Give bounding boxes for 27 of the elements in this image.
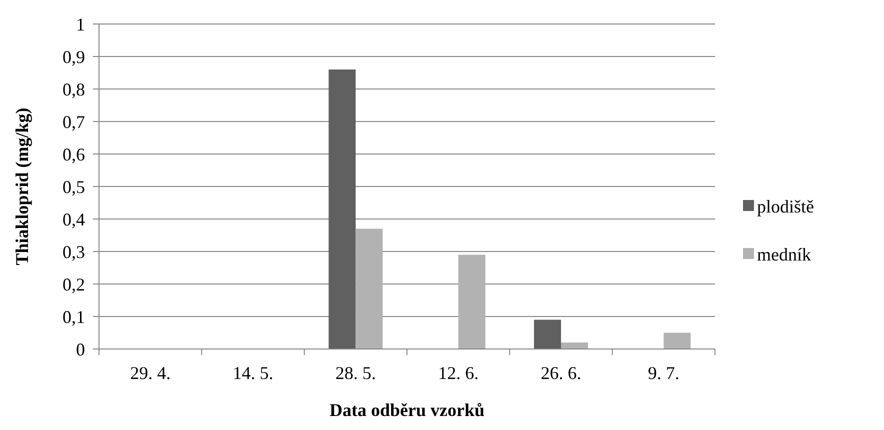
y-tick-label: 0,7 — [62, 112, 85, 132]
y-axis-title: Thiakloprid (mg/kg) — [12, 108, 32, 266]
bar — [561, 342, 588, 349]
x-tick-label: 9. 7. — [648, 363, 680, 383]
bar — [534, 320, 561, 349]
y-tick-label: 0,8 — [62, 79, 85, 100]
x-tick-label: 14. 5. — [232, 363, 274, 383]
y-tick-label: 0,2 — [62, 274, 85, 294]
y-tick-label: 0,4 — [62, 209, 85, 230]
bar — [356, 228, 383, 349]
x-axis-title: Data odběru vzorků — [329, 400, 485, 420]
y-tick-label: 0 — [76, 339, 85, 360]
bar — [458, 254, 486, 349]
y-tick-label: 1 — [76, 14, 85, 34]
y-tick-label: 0,5 — [62, 176, 85, 197]
legend-label: plodiště — [757, 196, 814, 216]
y-tick-label: 0,6 — [62, 144, 85, 164]
legend-label: medník — [757, 244, 811, 264]
x-tick-label: 29. 4. — [130, 363, 171, 383]
x-tick-label: 28. 5. — [335, 363, 376, 383]
x-tick-label: 12. 6. — [438, 363, 479, 383]
bar — [664, 332, 691, 349]
x-tick-label: 26. 6. — [540, 363, 582, 383]
y-tick-label: 0,1 — [62, 306, 85, 327]
y-tick-label: 0,3 — [62, 242, 85, 262]
bar — [328, 70, 356, 349]
y-tick-label: 0,9 — [62, 46, 85, 67]
